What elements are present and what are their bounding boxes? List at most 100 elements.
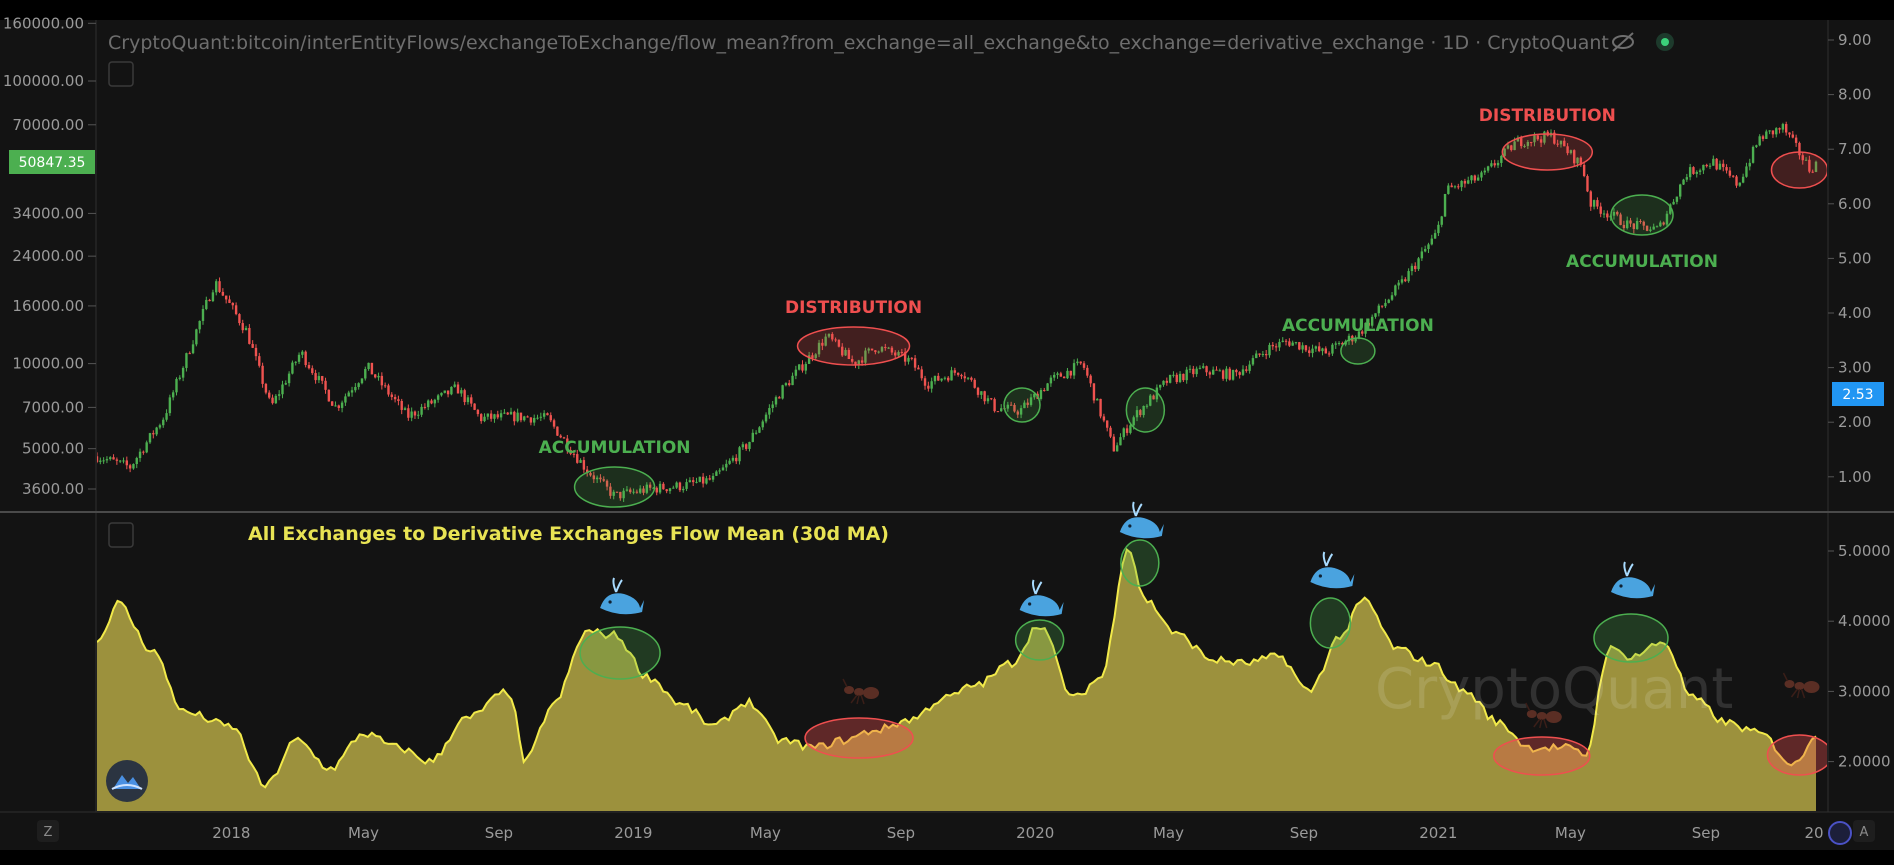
price-candle: [1433, 229, 1437, 239]
z-button[interactable]: Z: [37, 820, 59, 842]
candle-body: [125, 460, 129, 466]
candle-body: [393, 397, 397, 400]
price-candle: [1228, 366, 1231, 381]
price-candle: [1106, 420, 1109, 432]
candle-body: [1357, 331, 1361, 338]
price-candle: [374, 373, 377, 379]
candle-body: [738, 447, 741, 462]
candle-body: [1380, 305, 1384, 307]
price-candle: [764, 412, 768, 424]
price-candle: [1440, 215, 1443, 228]
candle-body: [476, 409, 480, 415]
price-candle: [1682, 178, 1685, 186]
candle-body: [1493, 163, 1496, 166]
candle-body: [1695, 171, 1698, 174]
candle-body: [937, 375, 940, 381]
candle-body: [1420, 251, 1424, 259]
candle-body: [824, 336, 827, 346]
price-candle: [1685, 173, 1689, 182]
price-candle: [1629, 217, 1632, 228]
a-button[interactable]: A: [1853, 820, 1875, 842]
candle-body: [1122, 428, 1125, 438]
candle-body: [1801, 155, 1804, 161]
candle-body: [1490, 163, 1493, 167]
price-candle: [1635, 217, 1639, 230]
candle-body: [473, 403, 476, 410]
whale-body: [600, 593, 645, 615]
cryptoquant-logo-icon[interactable]: [106, 760, 148, 802]
candle-body: [1043, 390, 1046, 392]
price-candle: [1029, 393, 1033, 407]
price-candle: [1109, 425, 1112, 439]
price-candle: [1112, 433, 1116, 452]
candle-body: [138, 451, 142, 459]
candle-body: [1195, 368, 1198, 375]
candle-body: [990, 398, 993, 400]
price-candle: [754, 430, 758, 435]
candle-body: [224, 295, 228, 300]
candle-body: [1629, 220, 1632, 224]
price-candle: [648, 482, 652, 491]
price-candle: [1639, 219, 1642, 224]
price-candle: [831, 332, 834, 342]
candle-body: [1526, 141, 1530, 146]
whale-zone: [1120, 539, 1160, 587]
candle-body: [1622, 224, 1626, 229]
candle-body: [1592, 200, 1596, 207]
candle-body: [1215, 369, 1218, 371]
price-candle: [1145, 404, 1149, 409]
distribution-zone: [796, 326, 911, 366]
flow-pane-checkbox[interactable]: [108, 522, 134, 548]
candle-body: [1321, 348, 1324, 352]
right-axis-tick: 7.00: [1838, 140, 1871, 158]
price-candle: [1523, 144, 1526, 148]
z-button-label: Z: [44, 825, 53, 840]
candle-body: [436, 395, 440, 400]
candle-body: [1589, 191, 1592, 207]
candle-body: [397, 399, 400, 401]
price-candle: [638, 485, 642, 495]
candle-body: [678, 482, 682, 491]
price-candle: [99, 457, 102, 465]
right-axis-tick: 3.00: [1838, 359, 1871, 377]
candle-body: [387, 385, 390, 395]
price-axis-tick: 70000.00: [12, 116, 84, 134]
candle-body: [1162, 380, 1165, 385]
price-candle: [1460, 180, 1463, 192]
candle-body: [1500, 155, 1503, 163]
price-candle: [797, 364, 801, 371]
price-candle: [880, 346, 884, 353]
candle-body: [1513, 141, 1516, 151]
candle-body: [1261, 354, 1265, 356]
price-candle: [314, 369, 317, 384]
price-candle: [403, 406, 407, 411]
whale-spout: [1623, 561, 1634, 577]
price-candle: [1202, 363, 1205, 369]
price-candle: [436, 393, 440, 403]
scroll-right-icon[interactable]: [1828, 821, 1852, 845]
candle-body: [211, 292, 215, 302]
candle-body: [652, 487, 655, 489]
candle-body: [1149, 395, 1152, 406]
candle-body: [148, 433, 152, 443]
candle-body: [277, 394, 281, 396]
candle-body: [900, 352, 904, 354]
price-candle: [503, 408, 506, 415]
candle-body: [109, 457, 112, 460]
candle-body: [1523, 145, 1526, 147]
price-candle: [211, 289, 215, 303]
price-candle: [1808, 155, 1811, 174]
price-candle: [393, 394, 397, 403]
candle-body: [1202, 366, 1205, 368]
price-candle: [1384, 298, 1387, 309]
candle-body: [1645, 225, 1649, 231]
price-candle: [821, 338, 824, 351]
price-candle: [162, 417, 165, 428]
candle-body: [1016, 411, 1019, 415]
candle-body: [1258, 353, 1261, 355]
price-pane-checkbox[interactable]: [108, 61, 134, 87]
price-candle: [1245, 365, 1248, 373]
price-candle: [268, 390, 271, 400]
price-candle: [138, 448, 142, 462]
eye-slash-icon[interactable]: [1612, 32, 1634, 52]
